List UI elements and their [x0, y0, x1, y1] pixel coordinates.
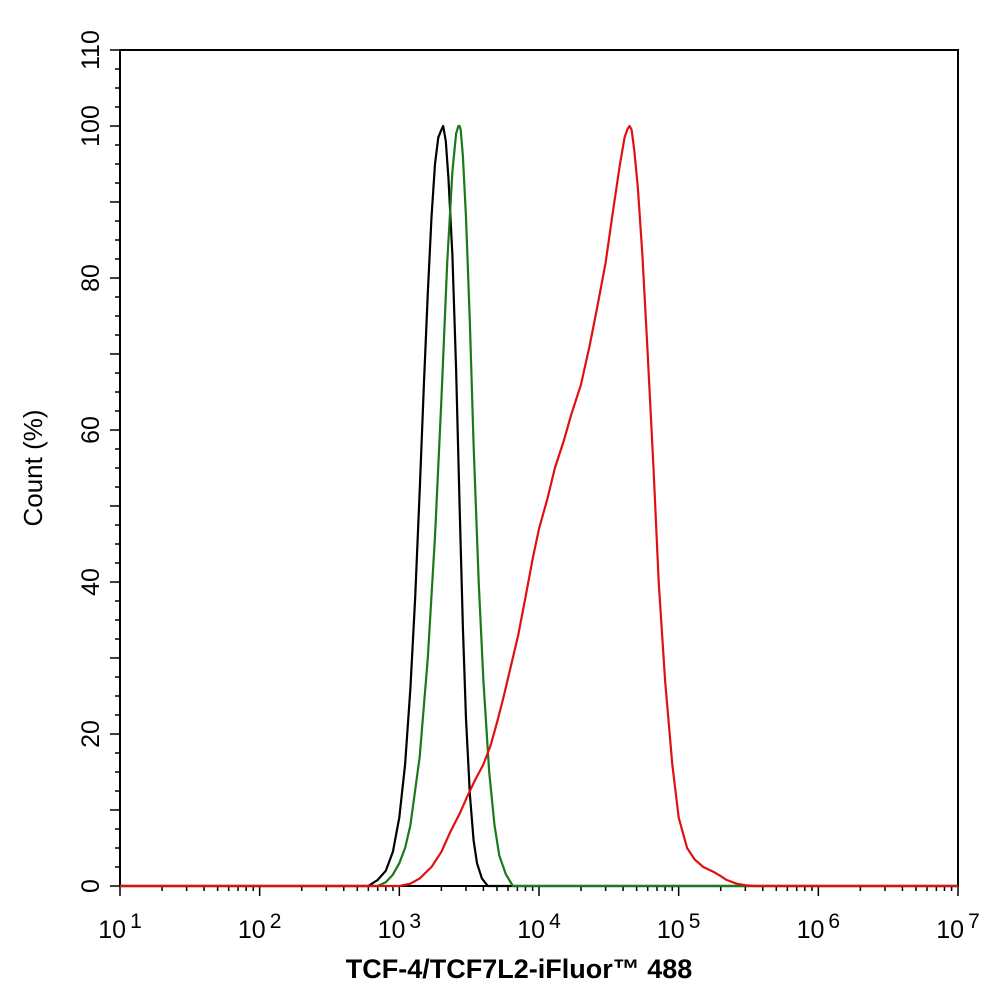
x-tick-label-base: 10 — [378, 916, 406, 944]
x-tick-label-exponent: 4 — [549, 910, 561, 933]
y-axis-ticks: 0 20 40 60 80 100 110 — [77, 30, 120, 893]
y-tick-label: 110 — [77, 30, 105, 70]
x-tick-label: 10 1 — [98, 910, 142, 944]
x-axis-ticks: 10 1 10 2 10 3 10 4 10 5 10 6 10 7 — [98, 886, 980, 944]
plot-frame — [119, 49, 959, 887]
series-line-3 — [120, 124, 958, 888]
x-axis-title: TCF-4/TCF7L2-iFluor™ 488 — [346, 954, 693, 984]
series-layer — [120, 124, 958, 888]
y-tick-label: 40 — [77, 568, 105, 596]
x-tick-label-exponent: 1 — [130, 910, 142, 933]
x-tick-label: 10 5 — [657, 910, 701, 944]
y-tick-label: 0 — [77, 879, 105, 893]
x-tick-label-exponent: 6 — [828, 910, 840, 933]
series-line-1 — [120, 124, 958, 888]
x-tick-label-base: 10 — [98, 916, 126, 944]
x-tick-label: 10 6 — [797, 910, 841, 944]
y-tick-label: 60 — [77, 416, 105, 444]
x-tick-label-exponent: 5 — [689, 910, 701, 933]
x-tick-label: 10 7 — [936, 910, 980, 944]
x-tick-label-exponent: 3 — [409, 910, 421, 933]
x-tick-label-base: 10 — [657, 916, 685, 944]
y-tick-label: 20 — [77, 720, 105, 748]
series-line-2 — [120, 124, 958, 888]
x-tick-label-base: 10 — [936, 916, 964, 944]
x-tick-label-exponent: 2 — [270, 910, 282, 933]
x-tick-label-exponent: 7 — [968, 910, 980, 933]
y-axis-title: Count (%) — [18, 409, 48, 526]
x-tick-label: 10 3 — [378, 910, 422, 944]
x-tick-label-base: 10 — [797, 916, 825, 944]
x-tick-label: 10 4 — [517, 910, 561, 944]
y-tick-label: 100 — [77, 105, 105, 147]
x-tick-label-base: 10 — [517, 916, 545, 944]
x-tick-label-base: 10 — [238, 916, 266, 944]
x-tick-label: 10 2 — [238, 910, 282, 944]
y-tick-label: 80 — [77, 264, 105, 292]
